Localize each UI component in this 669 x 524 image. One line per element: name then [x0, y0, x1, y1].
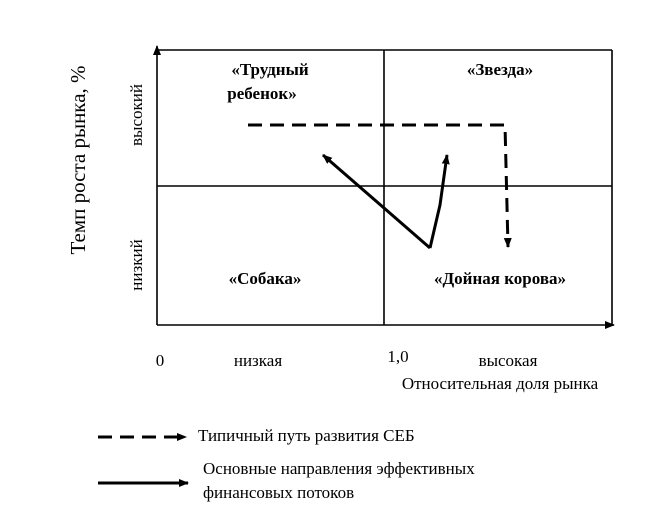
quadrant-label: «Дойная корова»: [434, 269, 566, 288]
x-label: 0: [156, 351, 165, 370]
quadrant-label: «Собака»: [229, 269, 302, 288]
legend-text: Типичный путь развития СЕБ: [198, 426, 415, 445]
dashed-path: [248, 123, 512, 248]
quadrant-label: «Трудный: [231, 60, 309, 79]
x-axis-title: Относительная доля рынка: [402, 374, 599, 393]
frame: [153, 45, 615, 329]
flows: [98, 123, 512, 487]
quadrant-label: «Звезда»: [467, 60, 533, 79]
legend-text: Основные направления эффективных: [203, 459, 475, 478]
x-label: высокая: [479, 351, 538, 370]
y-axis-title: Темп роста рынка, %: [66, 65, 90, 254]
flow-arrow: [322, 153, 431, 250]
y-level: высокий: [127, 84, 146, 146]
y-level: низкий: [127, 239, 146, 290]
quadrant-label: ребенок»: [227, 84, 296, 103]
x-label: низкая: [234, 351, 282, 370]
x-label: 1,0: [387, 347, 408, 366]
legend-text: финансовых потоков: [203, 483, 354, 502]
flow-arrow: [428, 154, 450, 249]
